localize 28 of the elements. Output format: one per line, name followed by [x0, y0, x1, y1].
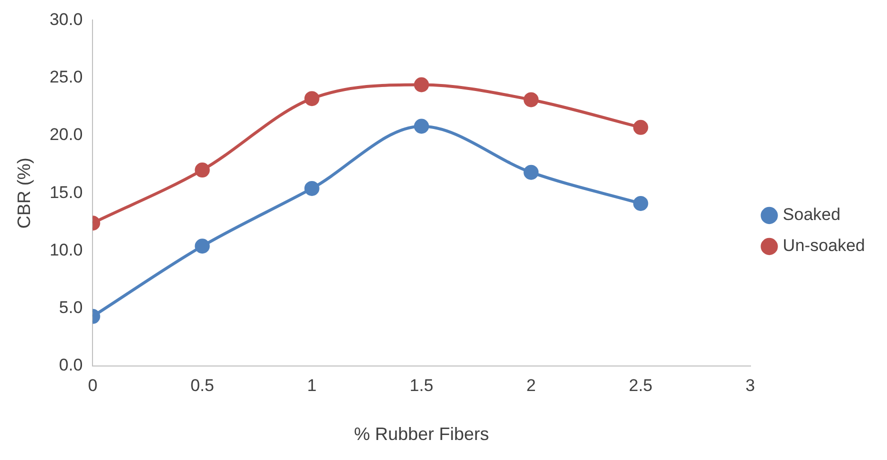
y-tick-label: 0.0	[59, 356, 83, 375]
point	[524, 164, 539, 180]
y-tick-label: 20.0	[50, 125, 83, 144]
point	[194, 162, 210, 178]
x-tick-label: 0	[88, 376, 98, 395]
y-tick-label: 5.0	[59, 298, 83, 318]
point	[414, 77, 429, 92]
point	[633, 196, 648, 211]
x-axis-title: % Rubber Fibers	[354, 424, 490, 444]
x-tick-label: 2	[526, 376, 536, 395]
y-axis-title: CBR (%)	[14, 158, 34, 229]
y-tick-label: 30.0	[50, 10, 83, 29]
x-tick-label: 1.5	[410, 376, 434, 395]
y-tick-label: 25.0	[50, 68, 83, 87]
legend-label: Soaked	[782, 205, 840, 224]
point	[304, 91, 320, 106]
x-tick-label: 3	[746, 376, 756, 395]
point	[633, 120, 648, 135]
point	[414, 118, 429, 134]
y-tick-label: 10.0	[50, 240, 83, 260]
x-tick-label: 0.5	[190, 376, 214, 395]
legend-label: Un-soaked	[782, 236, 866, 256]
y-tick-label: 15.0	[50, 182, 83, 202]
point	[194, 238, 210, 254]
point	[304, 180, 320, 196]
x-tick-label: 2.5	[628, 376, 653, 395]
x-tick-label: 1	[307, 376, 317, 395]
point	[524, 92, 539, 108]
